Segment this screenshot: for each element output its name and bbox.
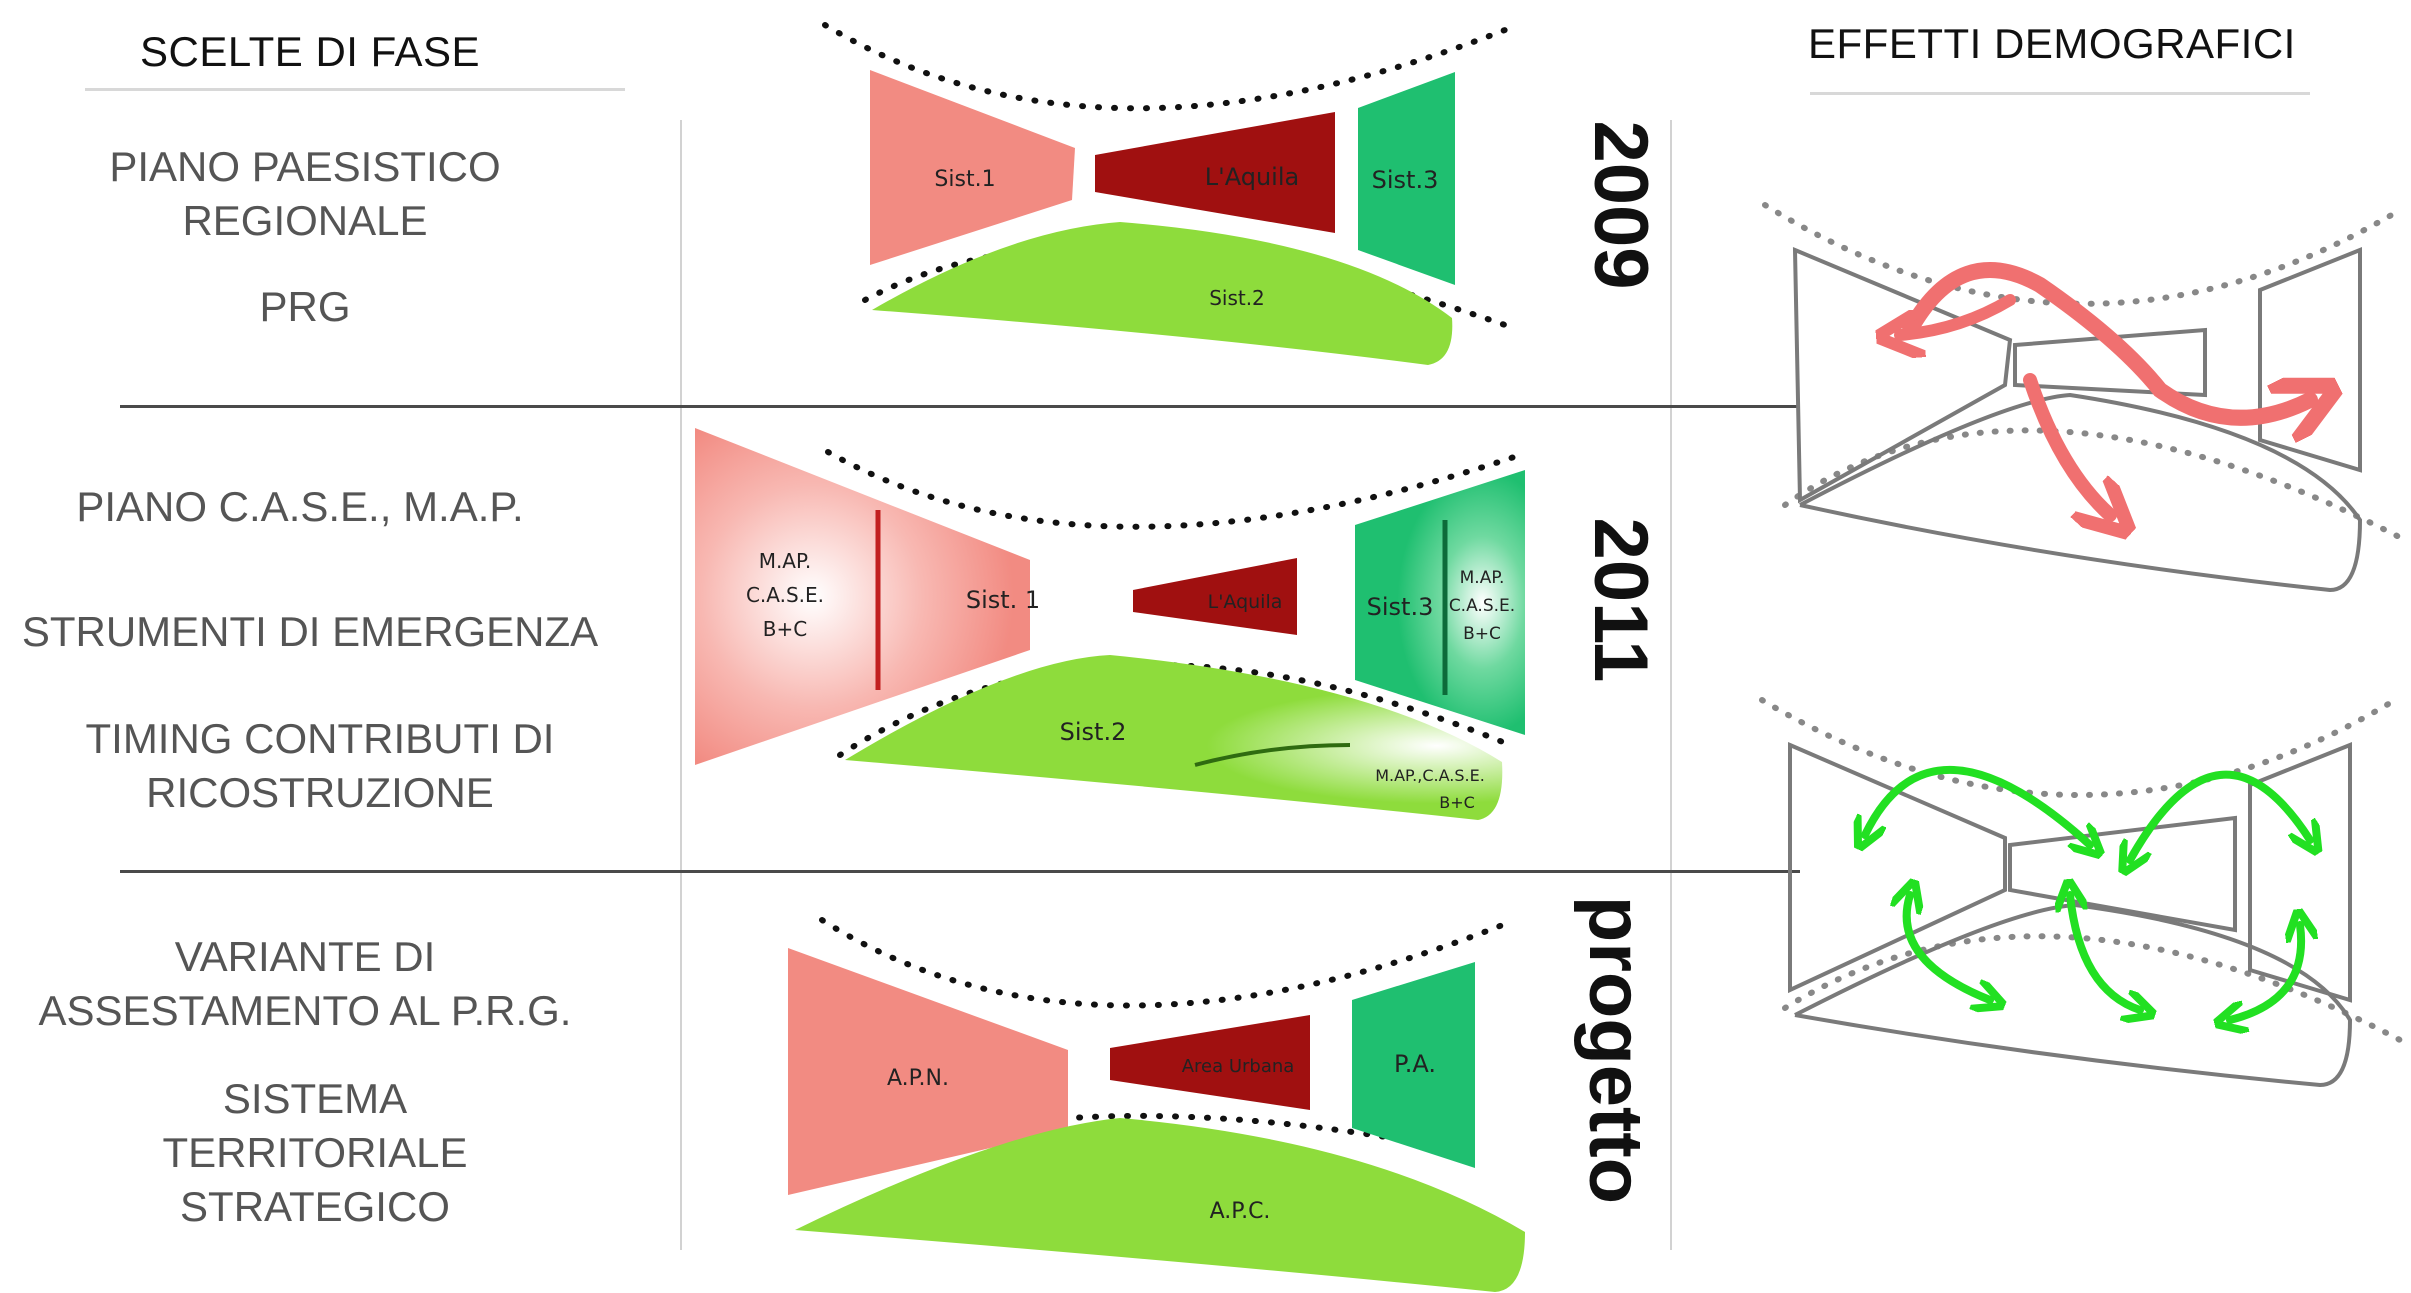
red-arrow-2 [2023,373,2110,515]
red-arrow-1 [1902,262,2310,418]
phase2-label-2: STRUMENTI DI EMERGENZA [21,608,599,655]
red-arrow-3 [1900,294,2016,335]
effects-diagram-2 [1759,697,2403,1088]
apc-label: A.P.C. [1210,1199,1271,1224]
left-header-rule [85,88,625,91]
sist3-2011-label: Sist.3 [1367,593,1434,621]
phase2-label-4: RICOSTRUZIONE [146,769,494,816]
case-right-2: C.A.S.E. [1449,596,1515,616]
phase3-label-2: ASSESTAMENTO AL P.R.G. [38,987,572,1034]
sist1-2011-label: Sist. 1 [966,586,1040,614]
phase2-label-1: PIANO C.A.S.E., M.A.P. [76,483,524,530]
m-ap-left-1: M.AP. [759,549,812,573]
dotted-outline-top-e1 [1762,202,2403,307]
phase3-label-5: STRATEGICO [180,1183,450,1230]
diagram-2009: Sist.1 L'Aquila Sist.3 Sist.2 [822,22,1513,365]
green-arrow-2 [2130,770,2310,860]
green-arrow-1 [1865,766,2090,845]
laquila-2011-shape [1133,558,1297,635]
column-divider-left [680,120,682,1250]
bc-right-3: B+C [1463,624,1501,644]
outline-bottom-e1 [1799,392,2363,593]
effects-diagram-1 [1762,202,2408,593]
sist2-2011-label: Sist.2 [1060,718,1127,746]
sist3-label: Sist.3 [1372,166,1439,194]
sist2-shape [872,222,1453,365]
row-divider-2 [120,870,1800,873]
pa-shape [1352,962,1475,1168]
phase1-label-2: REGIONALE [182,197,428,244]
column-divider-right [1670,120,1672,1250]
sist1-label: Sist.1 [934,167,995,192]
bottom-extra-1: M.AP.,C.A.S.E. [1375,766,1485,785]
outline-left-e1 [1792,246,2013,504]
green-arrow-5 [2230,925,2301,1020]
sist1-2011-shape [695,428,1030,765]
area-urbana-label: Area Urbana [1182,1056,1295,1077]
phase1-label-1: PIANO PAESISTICO [109,143,501,190]
green-arrow-3 [1907,895,1990,1000]
phase3-label-3: SISTEMA [222,1075,408,1122]
sist1-shape [870,70,1075,265]
left-column-header: SCELTE DI FASE [140,28,480,75]
outline-center-e1 [2013,327,2207,398]
sist3-2011-shape [1355,470,1525,735]
bottom-extra-2: B+C [1439,793,1475,812]
diagram-2011: M.AP. C.A.S.E. B+C Sist. 1 L'Aquila Sist… [695,428,1525,820]
bc-left-3: B+C [763,617,807,641]
diagram-progetto: A.P.N. Area Urbana P.A. A.P.C. [788,917,1525,1292]
phase1-label-3: PRG [259,283,351,330]
phase3-label-4: TERRITORIALE [162,1129,468,1176]
right-header-rule [1810,92,2310,95]
dotted-curve-top-3 [819,917,1513,1009]
right-column-header: EFFETTI DEMOGRAFICI [1808,20,2296,67]
dotted-outline-top-e2 [1759,697,2398,798]
dotted-outline-bottom-e1 [1782,427,2408,543]
sist2-2011-stroke [1194,743,1351,767]
apn-shape [788,948,1068,1195]
m-ap-right-1: M.AP. [1460,568,1505,588]
dotted-curve-bottom-3 [842,1112,1463,1168]
outline-right-e1 [2258,247,2362,473]
apn-label: A.P.N. [887,1066,949,1091]
phase2-label-3: TIMING CONTRIBUTI DI [85,715,555,762]
laquila-shape [1095,112,1335,233]
case-left-2: C.A.S.E. [746,583,824,607]
green-arrow-4 [2070,895,2140,1010]
pa-label: P.A. [1394,1050,1436,1078]
laquila-2011-label: L'Aquila [1208,591,1283,613]
dotted-curve-top-1 [822,22,1513,112]
sist2-2011-shape [845,655,1503,820]
area-urbana-shape [1110,1015,1310,1110]
row-divider-1 [120,405,1800,408]
apc-shape [795,1118,1525,1292]
sist3-shape [1358,72,1455,285]
sist2-label: Sist.2 [1209,286,1265,310]
phase3-label-1: VARIANTE DI [174,933,436,980]
laquila-label: L'Aquila [1205,163,1299,191]
